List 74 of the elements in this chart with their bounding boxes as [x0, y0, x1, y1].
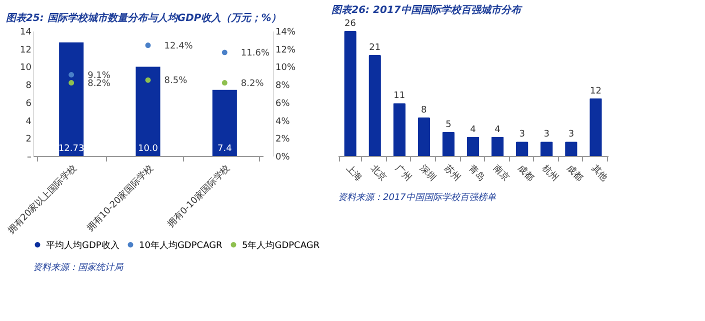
point [145, 77, 151, 83]
bar [466, 136, 480, 156]
legend-label: 10年人均GDPCAGR [139, 240, 222, 251]
legend-label: 5年人均GDPCAGR [242, 240, 320, 251]
text: 资料来源：国家统计局 [33, 262, 124, 273]
bar [368, 55, 381, 156]
bar [212, 90, 237, 156]
point [222, 50, 228, 56]
y-tick-label: 6 [26, 98, 32, 109]
data-label: 7.4 [218, 144, 232, 154]
y2-tick-label: 12% [276, 45, 296, 56]
x-tick-label: 南京 [490, 162, 512, 184]
x-tick-label: 北京 [368, 162, 389, 184]
bar [565, 142, 578, 156]
data-label: 12.4% [164, 41, 194, 52]
data-label: 11 [394, 91, 406, 102]
bar [418, 118, 430, 156]
y-tick-label: 12 [20, 45, 32, 56]
y-tick-label: – [27, 152, 32, 162]
data-label: 3 [519, 130, 525, 140]
chart-title: 图表26: 2017中国国际学校百强城市分布 [332, 4, 523, 16]
data-label: 21 [369, 43, 381, 54]
legend-label: 平均人均GDP收入 [46, 240, 120, 251]
y2-tick-label: 8% [276, 81, 290, 92]
data-label: 8.5% [164, 76, 188, 86]
bar [516, 142, 528, 156]
point [68, 80, 74, 86]
data-label: 5 [446, 120, 452, 130]
data-label: 8 [421, 106, 428, 116]
x-tick-label: 杭州 [539, 162, 561, 184]
y2-tick-label: 2% [276, 134, 290, 145]
x-tick-label: 上海 [344, 162, 364, 184]
y2-tick-label: 10% [276, 63, 296, 74]
x-tick-label: 深圳 [417, 162, 438, 184]
y2-tick-label: 6% [276, 98, 290, 109]
y-tick-label: 4 [26, 116, 32, 127]
bar [491, 136, 504, 156]
x-tick-label: 青岛 [466, 162, 487, 184]
data-label: 10.0 [138, 144, 158, 154]
y-tick-label: 8 [26, 81, 32, 92]
data-label: 3 [544, 130, 550, 140]
point [222, 80, 228, 86]
data-label: 8.2% [240, 78, 264, 89]
y2-tick-label: 0% [276, 152, 290, 162]
y2-tick-label: 4% [276, 116, 290, 127]
y-tick-label: 2 [26, 134, 32, 145]
data-label: 8.2% [88, 78, 111, 89]
bar [590, 98, 602, 156]
bar [540, 142, 553, 156]
chart-title: 图表25: 国际学校城市数量分布与人均GDP收入（万元；%） [6, 12, 282, 24]
point [145, 42, 151, 48]
bar [442, 132, 455, 156]
data-label: 4 [494, 124, 501, 135]
bar [393, 103, 406, 156]
bar [59, 42, 84, 156]
bar [344, 31, 356, 156]
x-tick-label: 成都 [564, 162, 586, 184]
y-tick-label: 14 [20, 28, 32, 38]
data-label: 11.6% [240, 48, 270, 58]
data-label: 12.73 [58, 144, 84, 154]
y2-tick-label: 14% [276, 28, 296, 38]
x-tick-label: 拥有20家以上国际学校 [6, 162, 79, 236]
x-tick-label: 苏州 [442, 162, 462, 184]
y-tick-label: 10 [20, 63, 32, 74]
x-tick-label: 成都 [516, 162, 536, 184]
x-tick-label: 其他 [589, 162, 610, 184]
data-label: 3 [568, 130, 574, 140]
data-label: 4 [470, 124, 476, 135]
data-label: 26 [344, 19, 356, 29]
point [68, 72, 74, 78]
x-tick-label: 广州 [392, 162, 414, 184]
text: 资料来源：2017中国国际学校百强榜单 [338, 192, 496, 203]
bar [136, 66, 160, 156]
data-label: 12 [590, 86, 602, 96]
